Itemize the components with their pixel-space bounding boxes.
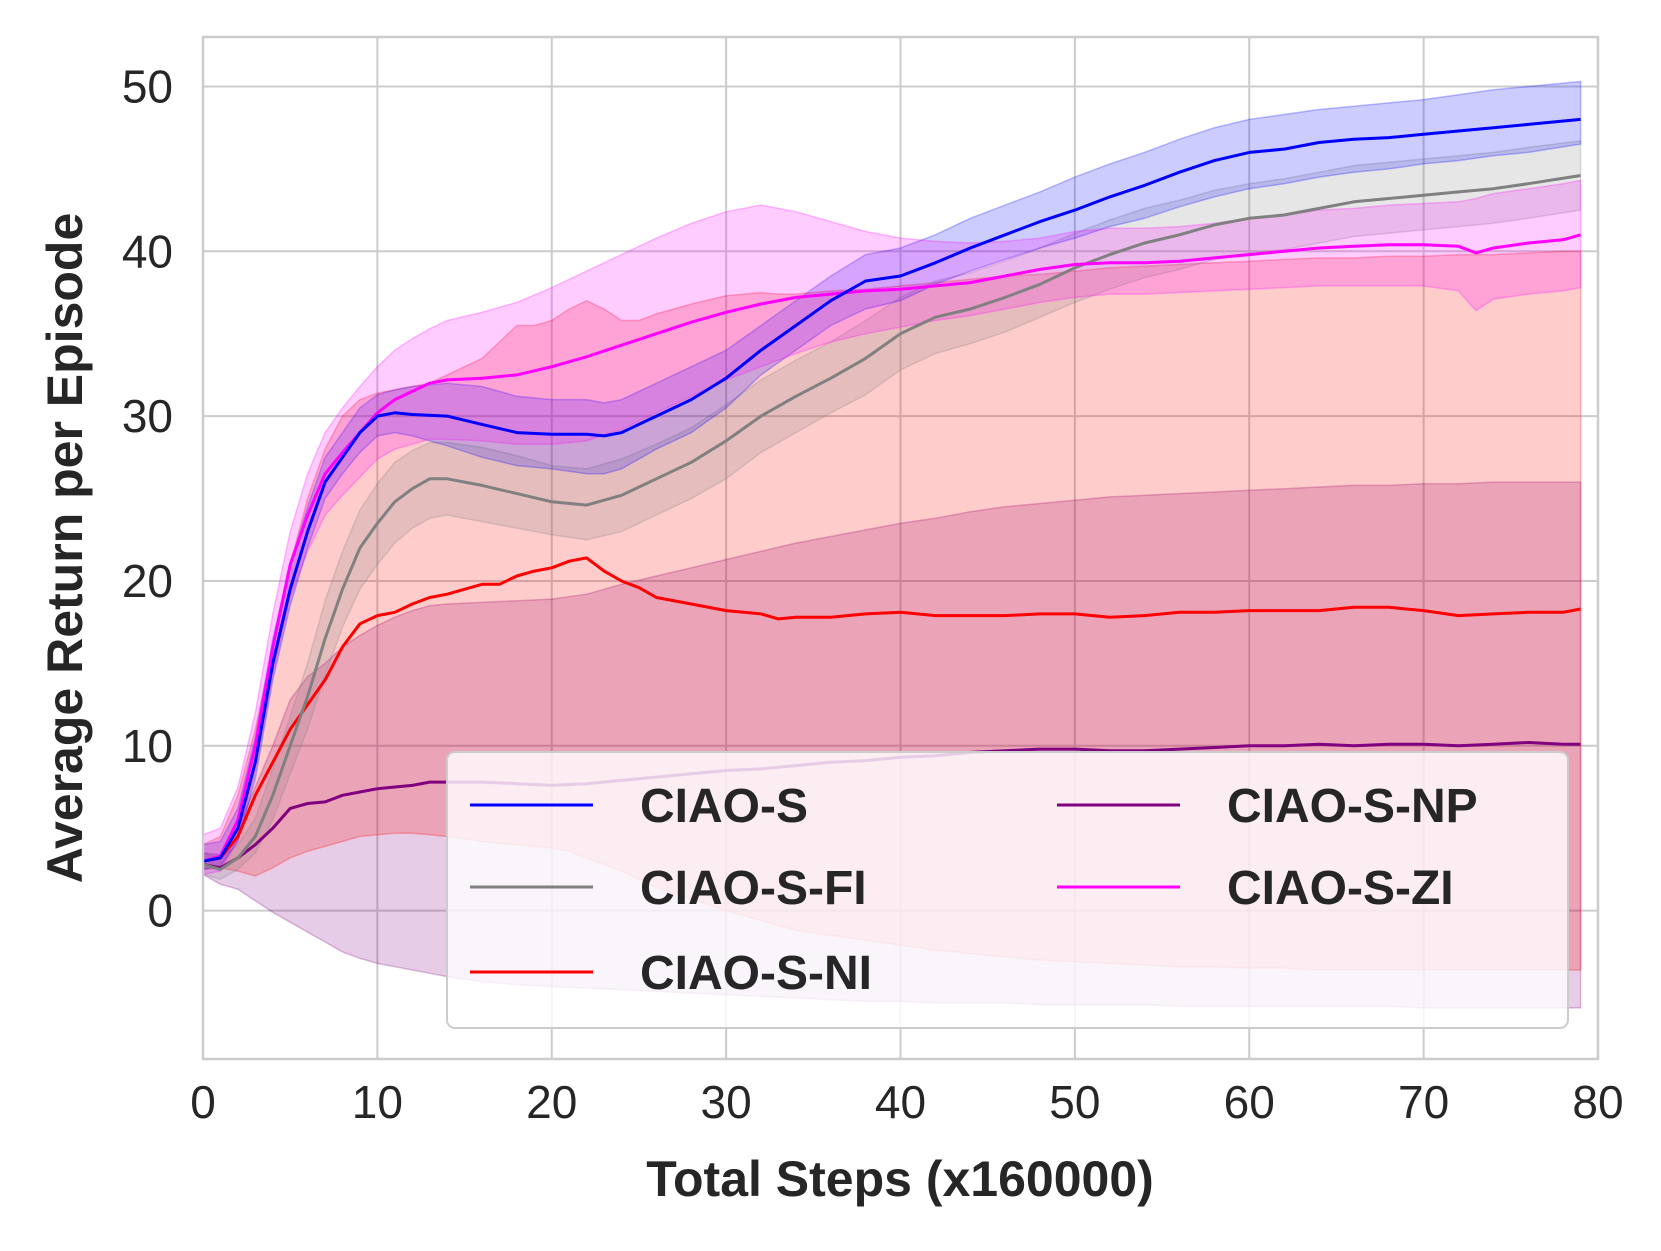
ciao-s-band [202,80,1582,871]
y-tick-label: 10 [122,720,173,772]
ciao-s-fi-band [202,139,1582,881]
legend-item-ciao-s-ni: CIAO-S-NI [470,947,872,1000]
series-lines [202,117,1582,871]
y-tick-label: 40 [122,225,173,277]
x-tick-label: 40 [875,1076,926,1128]
legend-label: CIAO-S-NP [1227,780,1478,833]
legend-item-ciao-s-zi: CIAO-S-ZI [1057,862,1454,915]
x-axis-title: Total Steps (x160000) [646,1151,1154,1207]
legend-box [446,751,1569,1029]
legend: CIAO-S CIAO-S-FI CIAO-S-NI CIAO-S-NP CIAO-S-… [446,751,1569,1029]
x-tick-label: 30 [701,1076,752,1128]
y-tick-label: 0 [147,885,173,937]
x-tick-label: 20 [526,1076,577,1128]
ciao-s-zi-band [202,179,1582,876]
legend-label: CIAO-S-NI [640,947,872,1000]
ciao-s-ni-line [202,556,1581,863]
y-tick-label: 30 [122,390,173,442]
x-tick-label: 60 [1224,1076,1275,1128]
x-tick-label: 10 [352,1076,403,1128]
ciao-s-zi-line [202,233,1582,863]
ciao-s-fi-line [202,174,1581,871]
x-tick-label: 80 [1572,1076,1623,1128]
legend-label: CIAO-S-FI [640,862,867,915]
y-axis-title: Average Return per Episode [37,213,93,884]
x-tick-labels: 0 10 20 30 40 50 60 70 80 [190,1076,1623,1128]
y-tick-label: 20 [122,555,173,607]
legend-item-ciao-s: CIAO-S [470,780,808,833]
plot-frame [201,35,1600,1061]
legend-item-ciao-s-np: CIAO-S-NP [1057,780,1478,833]
legend-label: CIAO-S [640,780,808,833]
legend-label: CIAO-S-ZI [1227,862,1454,915]
x-tick-label: 70 [1398,1076,1449,1128]
legend-item-ciao-s-fi: CIAO-S-FI [470,862,867,915]
x-tick-label: 50 [1049,1076,1100,1128]
ciao-s-line [202,117,1581,863]
y-tick-labels: 0 10 20 30 40 50 [122,60,173,936]
x-tick-label: 0 [190,1076,216,1128]
y-tick-label: 50 [122,60,173,112]
legend-items: CIAO-S CIAO-S-FI CIAO-S-NI CIAO-S-NP CIAO-S-… [470,780,1478,1000]
